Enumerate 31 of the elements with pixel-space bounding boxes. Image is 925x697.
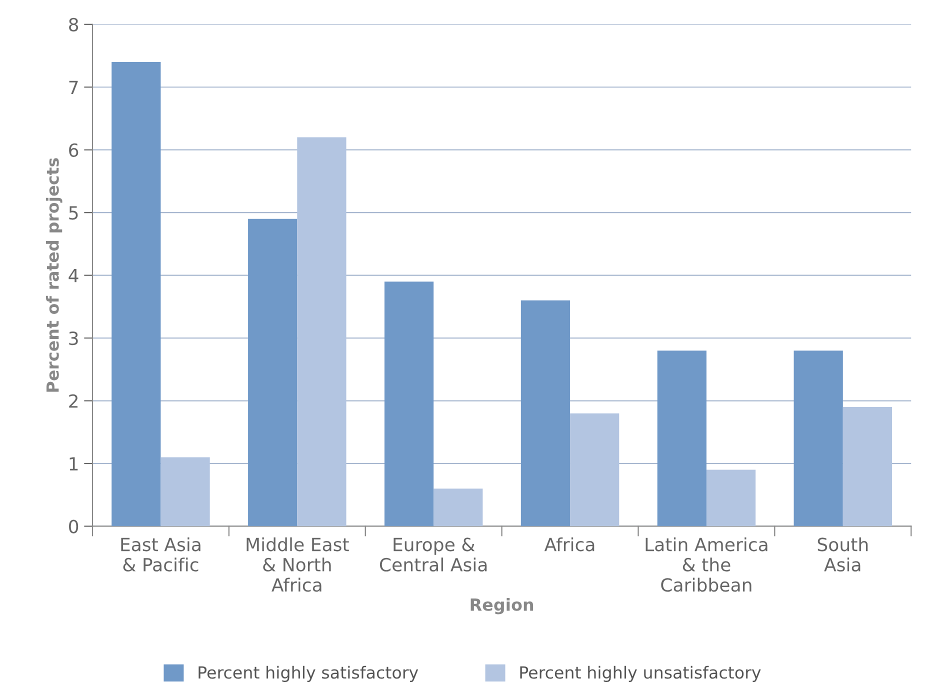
bar [842, 407, 892, 526]
bar [248, 218, 298, 526]
y-tick-label: 7 [69, 80, 78, 94]
bar [160, 457, 210, 526]
x-axis-title: Region [470, 598, 534, 614]
x-tick-label: East Asia & Pacific [121, 537, 200, 572]
y-tick-label: 6 [69, 143, 78, 157]
bar [657, 350, 706, 526]
bar [384, 282, 434, 526]
bar [570, 413, 620, 526]
bar [520, 300, 570, 526]
x-tick-label: South Asia [818, 537, 868, 572]
x-tick-label: Latin America & the Caribbean [646, 537, 768, 592]
y-axis-title: Percent of rated projects [46, 158, 62, 392]
bar [794, 350, 843, 526]
y-tick-label: 2 [69, 394, 78, 408]
y-tick-label: 5 [69, 206, 78, 220]
bar [706, 470, 756, 526]
y-tick-label: 1 [70, 457, 78, 470]
x-tick-label: Middle East & North Africa [246, 537, 349, 592]
y-tick-label: 8 [69, 18, 78, 32]
legend-label: Percent highly satisfactory [198, 666, 418, 682]
x-tick-label: Africa [544, 537, 594, 552]
bar [112, 62, 161, 526]
y-tick-label: 0 [69, 520, 78, 534]
y-tick-label: 3 [69, 332, 78, 346]
legend-label: Percent highly unsatisfactory [520, 666, 761, 682]
bar [434, 488, 483, 526]
bar [297, 137, 346, 526]
y-tick-label: 4 [68, 269, 78, 282]
x-tick-label: Europe & Central Asia [380, 538, 487, 572]
